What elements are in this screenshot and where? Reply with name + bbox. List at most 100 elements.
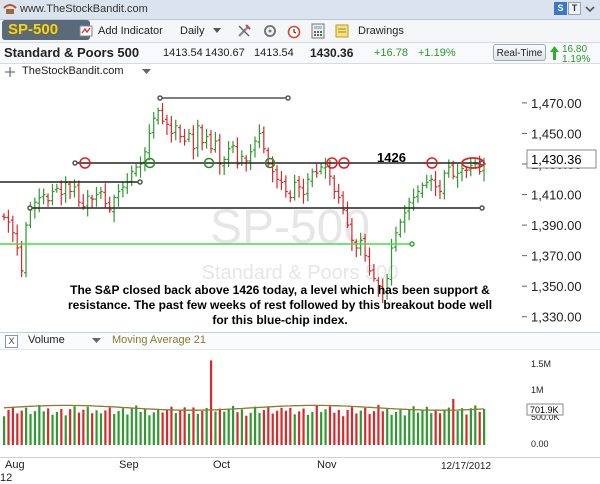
- chart-date: 12/17/2012: [441, 461, 492, 472]
- volume-bar: [337, 409, 340, 445]
- volume-bar: [460, 408, 464, 445]
- volume-bar: [276, 410, 279, 445]
- quote-high: 1430.67: [205, 47, 245, 59]
- watermark-name: Standard & Poors 500: [202, 262, 399, 284]
- price-bar: [2, 213, 6, 221]
- volume-bar: [394, 411, 398, 445]
- price-bar: [178, 124, 183, 143]
- price-bar: [200, 124, 205, 151]
- volume-panel-header: X Volume Moving Average 21: [0, 332, 600, 350]
- volume-bar: [284, 410, 288, 445]
- price-bar: [107, 196, 112, 213]
- volume-bar: [209, 360, 213, 445]
- indicator-icon: [79, 25, 93, 37]
- rt-change-pct: 1.19%: [562, 54, 591, 65]
- x-label-nov: Nov: [317, 459, 337, 471]
- volume-bar: [240, 409, 243, 445]
- price-bar: [76, 180, 81, 207]
- price-bar: [217, 134, 222, 175]
- volume-bar: [412, 406, 415, 445]
- price-bar: [19, 240, 24, 278]
- x-label-year: 12: [0, 472, 13, 484]
- volume-bar: [438, 413, 442, 445]
- volume-bar: [289, 407, 292, 445]
- volume-bar: [408, 409, 411, 445]
- stockbandit-logo-icon: [3, 4, 17, 14]
- legend-dropdown-icon[interactable]: [142, 69, 151, 75]
- volume-bar: [262, 410, 266, 445]
- volume-bar: [469, 408, 472, 445]
- price-bar: [398, 218, 403, 238]
- price-bar: [257, 124, 262, 149]
- symbol-input[interactable]: SP-500: [2, 20, 90, 40]
- alarm-clock-icon[interactable]: [286, 23, 302, 39]
- up-arrow-icon: [550, 46, 559, 60]
- volume-bar: [324, 409, 327, 445]
- real-time-button[interactable]: Real-Time: [493, 44, 546, 61]
- price-bar: [385, 273, 390, 300]
- crosshair-icon[interactable]: [5, 67, 15, 77]
- resistance-touch-marker: [326, 157, 338, 169]
- volume-bar: [148, 415, 151, 445]
- volume-bar: [82, 409, 85, 445]
- volume-current-value: 701.9K: [530, 405, 559, 415]
- tools-icon[interactable]: [236, 23, 252, 39]
- chevron-down-icon[interactable]: [584, 3, 596, 15]
- price-bar: [134, 164, 139, 177]
- price-bar: [182, 128, 187, 146]
- volume-bar: [315, 405, 318, 445]
- volume-bar: [113, 413, 116, 445]
- volume-bar: [73, 406, 76, 445]
- price-bar: [142, 147, 147, 172]
- quote-open: 1413.54: [163, 47, 203, 59]
- support-touch-marker: [203, 157, 215, 169]
- price-bar: [90, 194, 95, 209]
- price-bar: [50, 183, 55, 206]
- resistance-touch-marker: [338, 157, 350, 169]
- settings-icon[interactable]: [262, 23, 278, 39]
- price-bar: [10, 215, 15, 242]
- volume-bar: [64, 415, 67, 445]
- price-bar: [120, 182, 125, 198]
- add-indicator-button[interactable]: Add Indicator: [98, 25, 163, 37]
- price-bar: [41, 188, 46, 205]
- price-bar: [253, 136, 258, 158]
- volume-bar: [258, 412, 261, 445]
- volume-bar: [227, 408, 230, 445]
- notes-icon[interactable]: [334, 23, 350, 39]
- price-bar: [204, 128, 209, 149]
- volume-bar: [231, 405, 235, 445]
- price-bar: [297, 175, 302, 198]
- volume-dropdown-icon[interactable]: [92, 338, 101, 344]
- close-panel-button[interactable]: X: [5, 335, 18, 348]
- t-button[interactable]: T: [568, 2, 581, 15]
- volume-bar: [293, 414, 296, 445]
- volume-bar: [69, 409, 72, 445]
- volume-bar: [434, 410, 437, 445]
- volume-bar: [478, 411, 481, 445]
- price-chart[interactable]: SP-500 Standard & Poors 500 1,470.00 1,45…: [0, 80, 600, 332]
- s-button[interactable]: S: [554, 2, 567, 15]
- volume-bar: [143, 408, 147, 445]
- period-dropdown-icon[interactable]: [212, 27, 222, 35]
- site-title: www.TheStockBandit.com: [20, 3, 148, 15]
- volume-bar: [91, 413, 94, 445]
- volume-panel-button[interactable]: Volume: [28, 334, 65, 346]
- volume-bar: [95, 410, 98, 445]
- volume-bar: [16, 413, 19, 445]
- volume-bar: [33, 411, 37, 445]
- price-bar: [415, 185, 420, 203]
- price-bar: [222, 156, 227, 175]
- y-tick-label: 1,330.00: [531, 310, 582, 325]
- volume-bar: [425, 406, 428, 445]
- calculator-icon[interactable]: [310, 23, 326, 39]
- period-select[interactable]: Daily: [180, 25, 205, 37]
- quote-change-pct: +1.19%: [418, 47, 456, 59]
- price-bar: [266, 147, 271, 168]
- drawings-button[interactable]: Drawings: [358, 25, 404, 37]
- price-bar: [354, 239, 359, 258]
- price-bar: [310, 168, 315, 188]
- price-bar: [138, 156, 143, 178]
- price-bar: [261, 126, 266, 154]
- price-bar: [68, 181, 73, 200]
